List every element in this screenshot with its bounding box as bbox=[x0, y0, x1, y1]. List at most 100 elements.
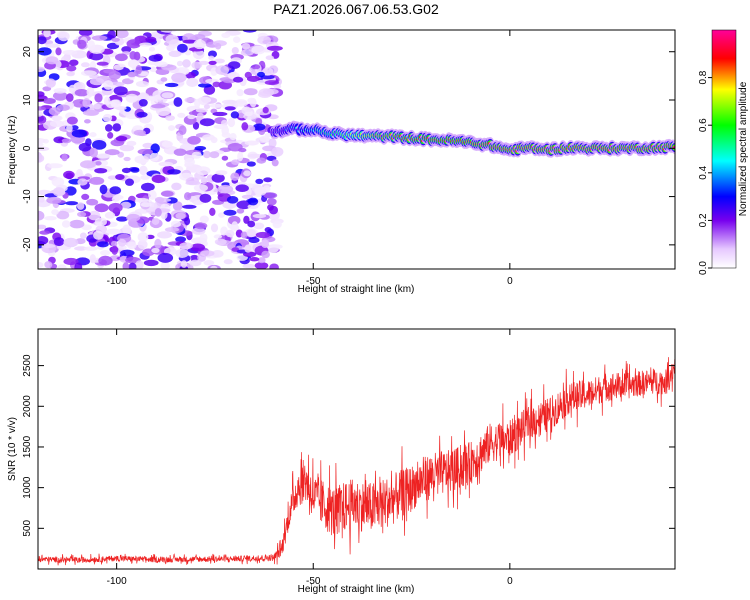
noise-blob bbox=[244, 244, 252, 253]
noise-blob bbox=[164, 227, 180, 233]
noise-blob bbox=[241, 194, 254, 199]
noise-blob bbox=[78, 142, 92, 152]
noise-blob bbox=[182, 59, 191, 68]
noise-blob bbox=[167, 169, 181, 175]
noise-blob bbox=[38, 262, 44, 268]
noise-blob bbox=[139, 42, 152, 47]
noise-blob bbox=[272, 220, 282, 229]
noise-blob bbox=[128, 262, 137, 269]
snr-ylabel: SNR (10 * v/v) bbox=[7, 417, 18, 481]
noise-blob bbox=[221, 99, 238, 105]
noise-blob bbox=[96, 61, 109, 66]
noise-blob bbox=[235, 184, 249, 192]
noise-blob bbox=[252, 213, 267, 219]
colorbar-gradient bbox=[711, 29, 737, 269]
noise-blob bbox=[154, 238, 162, 249]
noise-blob bbox=[242, 263, 256, 269]
noise-blob bbox=[86, 87, 95, 97]
noise-blob bbox=[228, 61, 241, 69]
noise-blob bbox=[265, 55, 274, 60]
noise-blob bbox=[43, 30, 51, 38]
noise-blob bbox=[141, 182, 155, 192]
noise-blob bbox=[38, 236, 49, 245]
noise-blob bbox=[221, 155, 229, 161]
noise-blob bbox=[55, 47, 62, 56]
noise-blob bbox=[92, 103, 102, 110]
noise-blob bbox=[133, 129, 146, 136]
noise-blob bbox=[122, 224, 131, 235]
noise-blob bbox=[247, 153, 263, 158]
noise-blob bbox=[126, 39, 142, 49]
noise-blob bbox=[247, 197, 259, 206]
noise-blob bbox=[154, 61, 168, 68]
noise-blob bbox=[193, 39, 206, 50]
noise-blob bbox=[57, 31, 70, 42]
noise-blob bbox=[89, 254, 97, 264]
noise-blob bbox=[135, 65, 142, 75]
noise-blob bbox=[263, 192, 278, 199]
noise-blob bbox=[38, 106, 46, 111]
noise-blob bbox=[215, 170, 228, 176]
noise-blob bbox=[149, 152, 160, 162]
noise-blob bbox=[261, 239, 270, 249]
noise-blob bbox=[247, 220, 256, 228]
noise-blob bbox=[212, 111, 228, 117]
noise-blob bbox=[175, 212, 186, 220]
noise-blob bbox=[77, 211, 87, 217]
noise-blob bbox=[127, 71, 137, 78]
noise-blob bbox=[111, 245, 119, 255]
noise-blob bbox=[68, 84, 77, 94]
noise-blob bbox=[227, 215, 241, 225]
noise-blob bbox=[215, 42, 222, 50]
noise-blob bbox=[160, 30, 177, 33]
noise-blob bbox=[145, 36, 157, 43]
noise-blob bbox=[115, 53, 128, 62]
noise-blob bbox=[192, 121, 200, 130]
noise-blob bbox=[151, 174, 166, 184]
noise-blob bbox=[126, 213, 141, 222]
noise-blob bbox=[241, 122, 249, 131]
noise-blob bbox=[115, 30, 129, 39]
noise-blob bbox=[56, 210, 70, 220]
noise-blob bbox=[148, 54, 162, 62]
noise-blob bbox=[221, 32, 231, 38]
noise-blob bbox=[46, 196, 62, 204]
noise-blob bbox=[208, 55, 215, 60]
noise-blob bbox=[76, 169, 83, 177]
noise-blob bbox=[81, 62, 90, 68]
noise-blob bbox=[51, 209, 59, 216]
noise-blob bbox=[264, 227, 272, 233]
noise-blob bbox=[176, 60, 183, 67]
noise-blob bbox=[62, 50, 78, 55]
colorbar-tick-label: 0.0 bbox=[698, 261, 709, 275]
noise-blob bbox=[199, 233, 208, 242]
noise-blob bbox=[89, 77, 105, 86]
noise-blob bbox=[38, 195, 45, 203]
noise-blob bbox=[171, 182, 182, 191]
noise-blob bbox=[106, 228, 122, 235]
noise-blob bbox=[157, 252, 174, 263]
noise-blob bbox=[178, 125, 187, 135]
noise-blob bbox=[107, 132, 114, 139]
noise-blob bbox=[125, 178, 134, 186]
snr-series-line bbox=[38, 357, 675, 566]
noise-blob bbox=[148, 189, 157, 200]
colorbar: 0.0 0.2 0.4 0.6 0.8 Normalized spectral ampl… bbox=[698, 29, 749, 275]
snr-panel: -100 -50 0 500 1000 1500 2000 2500 Height of st… bbox=[7, 328, 676, 595]
noise-blob bbox=[151, 217, 160, 225]
snr-ytick-label: 1000 bbox=[22, 476, 33, 499]
noise-blob bbox=[66, 93, 74, 102]
noise-blob bbox=[213, 234, 223, 239]
noise-blob bbox=[262, 88, 279, 95]
noise-blob bbox=[253, 222, 265, 230]
noise-blob bbox=[137, 148, 153, 155]
noise-blob bbox=[180, 260, 188, 268]
noise-blob bbox=[139, 165, 148, 176]
noise-blob bbox=[63, 170, 75, 179]
noise-blob bbox=[233, 36, 241, 43]
noise-blob bbox=[196, 166, 211, 176]
noise-blob bbox=[215, 65, 229, 75]
noise-blob bbox=[92, 140, 107, 150]
